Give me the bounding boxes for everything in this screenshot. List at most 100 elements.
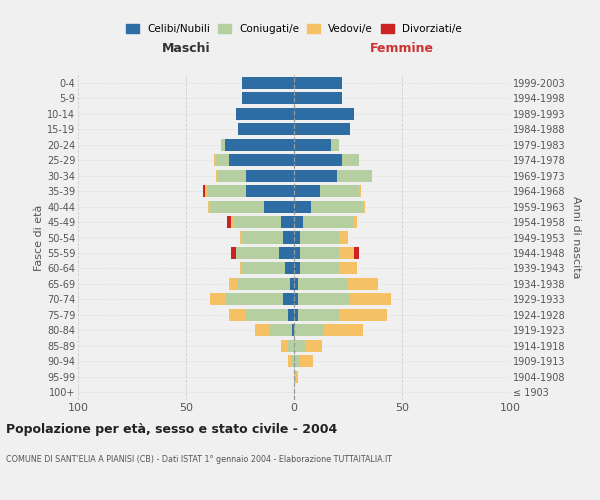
- Bar: [242, 76, 294, 89]
- Bar: [298, 294, 350, 306]
- Text: Popolazione per età, sesso e stato civile - 2004: Popolazione per età, sesso e stato civil…: [6, 422, 337, 436]
- Bar: [294, 200, 311, 212]
- Bar: [294, 170, 337, 181]
- Bar: [286, 262, 294, 274]
- Legend: Celibi/Nubili, Coniugati/e, Vedovi/e, Divorziati/e: Celibi/Nubili, Coniugati/e, Vedovi/e, Di…: [124, 22, 464, 36]
- Bar: [287, 340, 294, 352]
- Bar: [294, 324, 324, 336]
- Bar: [294, 340, 305, 352]
- Bar: [238, 123, 294, 135]
- Bar: [294, 262, 301, 274]
- Bar: [348, 278, 378, 290]
- Bar: [301, 247, 340, 259]
- Bar: [227, 216, 232, 228]
- Bar: [203, 185, 205, 197]
- Bar: [355, 247, 359, 259]
- Bar: [287, 309, 294, 321]
- Bar: [294, 76, 341, 89]
- Bar: [214, 154, 216, 166]
- Bar: [283, 294, 294, 306]
- Bar: [294, 371, 296, 383]
- Bar: [301, 356, 313, 368]
- Bar: [242, 92, 294, 104]
- Bar: [311, 200, 363, 212]
- Bar: [294, 247, 301, 259]
- Bar: [225, 138, 294, 150]
- Bar: [337, 170, 372, 181]
- Bar: [242, 262, 286, 274]
- Bar: [242, 232, 283, 243]
- Bar: [210, 200, 264, 212]
- Bar: [359, 185, 361, 197]
- Bar: [281, 216, 294, 228]
- Bar: [290, 278, 294, 290]
- Bar: [240, 232, 242, 243]
- Bar: [229, 154, 294, 166]
- Bar: [283, 232, 294, 243]
- Bar: [216, 154, 229, 166]
- Text: COMUNE DI SANT'ELIA A PIANISI (CB) - Dati ISTAT 1° gennaio 2004 - Elaborazione T: COMUNE DI SANT'ELIA A PIANISI (CB) - Dat…: [6, 455, 392, 464]
- Bar: [279, 247, 294, 259]
- Bar: [292, 356, 294, 368]
- Bar: [294, 294, 298, 306]
- Bar: [232, 216, 233, 228]
- Bar: [247, 309, 287, 321]
- Bar: [302, 216, 355, 228]
- Bar: [324, 324, 363, 336]
- Bar: [232, 247, 236, 259]
- Bar: [298, 278, 348, 290]
- Bar: [292, 324, 294, 336]
- Bar: [296, 371, 298, 383]
- Bar: [247, 185, 294, 197]
- Bar: [294, 216, 302, 228]
- Bar: [236, 247, 279, 259]
- Bar: [208, 185, 247, 197]
- Bar: [363, 200, 365, 212]
- Bar: [233, 216, 281, 228]
- Bar: [255, 324, 270, 336]
- Bar: [301, 262, 340, 274]
- Bar: [238, 278, 290, 290]
- Bar: [294, 278, 298, 290]
- Bar: [355, 216, 356, 228]
- Bar: [229, 309, 247, 321]
- Bar: [301, 232, 340, 243]
- Bar: [281, 340, 287, 352]
- Text: Maschi: Maschi: [161, 42, 211, 55]
- Bar: [294, 356, 301, 368]
- Bar: [221, 138, 225, 150]
- Bar: [340, 247, 355, 259]
- Bar: [240, 262, 242, 274]
- Bar: [294, 108, 355, 120]
- Bar: [294, 154, 341, 166]
- Bar: [218, 170, 247, 181]
- Bar: [208, 200, 210, 212]
- Bar: [305, 340, 322, 352]
- Bar: [320, 185, 359, 197]
- Bar: [247, 170, 294, 181]
- Bar: [205, 185, 208, 197]
- Bar: [294, 185, 320, 197]
- Text: Femmine: Femmine: [370, 42, 434, 55]
- Bar: [340, 309, 387, 321]
- Bar: [340, 262, 356, 274]
- Bar: [294, 309, 298, 321]
- Bar: [287, 356, 292, 368]
- Bar: [298, 309, 340, 321]
- Bar: [236, 108, 294, 120]
- Bar: [340, 232, 348, 243]
- Bar: [294, 92, 341, 104]
- Bar: [229, 278, 238, 290]
- Bar: [341, 154, 359, 166]
- Bar: [294, 123, 350, 135]
- Bar: [225, 294, 283, 306]
- Bar: [331, 138, 340, 150]
- Bar: [216, 170, 218, 181]
- Bar: [264, 200, 294, 212]
- Bar: [210, 294, 225, 306]
- Bar: [350, 294, 391, 306]
- Bar: [270, 324, 292, 336]
- Y-axis label: Fasce di età: Fasce di età: [34, 204, 44, 270]
- Bar: [294, 232, 301, 243]
- Bar: [294, 138, 331, 150]
